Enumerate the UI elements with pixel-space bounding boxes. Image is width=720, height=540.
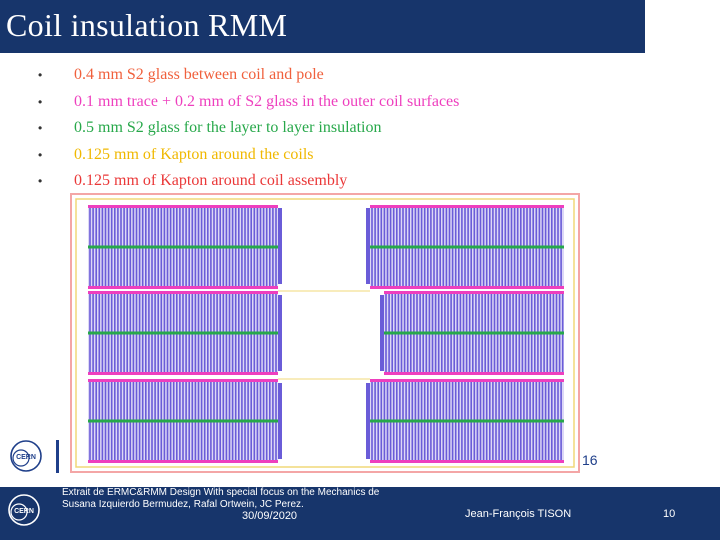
- footer-caption: Extrait de ERMC&RMM Design With special …: [62, 487, 379, 510]
- outer-glass-top: [370, 205, 564, 208]
- bullet-item: • 0.5 mm S2 glass for the layer to layer …: [38, 115, 459, 142]
- cern-logo-footer-icon: CERN: [8, 494, 40, 526]
- bullet-dot-icon: •: [38, 68, 43, 83]
- coil-cross-section-diagram: [70, 193, 580, 473]
- pole-insulation: [278, 295, 282, 371]
- layer-glass: [88, 245, 278, 249]
- bullet-dot-icon: •: [38, 121, 43, 136]
- outer-glass-bottom: [88, 372, 278, 375]
- bullet-item: • 0.1 mm trace + 0.2 mm of S2 glass in th…: [38, 89, 459, 116]
- pole-insulation: [278, 383, 282, 459]
- pole-insulation: [380, 295, 384, 371]
- bullet-text: 0.4 mm S2 glass between coil and pole: [74, 66, 324, 84]
- coil-kapton-outline: [75, 198, 575, 468]
- outer-glass-bottom: [370, 460, 564, 463]
- bullet-item: • 0.125 mm of Kapton around the coils: [38, 142, 459, 169]
- pole-insulation: [366, 383, 370, 459]
- bullet-text: 0.125 mm of Kapton around the coils: [74, 145, 314, 163]
- bullet-text: 0.5 mm S2 glass for the layer to layer i…: [74, 119, 382, 137]
- coil-blocks: [88, 205, 564, 463]
- footer-caption-line: Susana Izquierdo Bermudez, Rafal Ortwein…: [62, 498, 304, 510]
- layer-glass: [370, 245, 564, 249]
- pole-insulation: [278, 208, 282, 284]
- cern-logo-icon: CERN: [10, 440, 42, 472]
- footer-author: Jean-François TISON: [465, 508, 572, 520]
- bullet-dot-icon: •: [38, 94, 43, 109]
- outer-glass-top: [88, 291, 278, 294]
- svg-text:CERN: CERN: [14, 508, 34, 515]
- footer-bar: [0, 487, 720, 540]
- bullet-dot-icon: •: [38, 174, 43, 189]
- outer-glass-top: [88, 205, 278, 208]
- bullet-item: • 0.4 mm S2 glass between coil and pole: [38, 62, 459, 89]
- outer-glass-bottom: [384, 372, 564, 375]
- slide-title: Coil insulation RMM: [6, 7, 288, 43]
- logo-divider: [56, 440, 59, 473]
- outer-glass-top: [88, 379, 278, 382]
- bullet-text: 0.1 mm trace + 0.2 mm of S2 glass in the…: [74, 92, 460, 110]
- layer-glass: [88, 331, 278, 335]
- page-number: 10: [663, 508, 676, 520]
- layer-glass: [88, 419, 278, 423]
- bullet-dot-icon: •: [38, 147, 43, 162]
- layer-glass: [370, 419, 564, 423]
- bullet-text: 0.125 mm of Kapton around coil assembly: [74, 172, 348, 190]
- layer-glass: [384, 331, 564, 335]
- footer-date: 30/09/2020: [242, 510, 298, 522]
- outer-glass-bottom: [370, 286, 564, 289]
- outer-glass-bottom: [88, 460, 278, 463]
- outer-glass-bottom: [88, 286, 278, 289]
- outer-glass-top: [384, 291, 564, 294]
- outer-glass-top: [370, 379, 564, 382]
- footer-caption-line: Extrait de ERMC&RMM Design With special …: [62, 487, 380, 498]
- title-bar: Coil insulation RMM: [0, 0, 645, 53]
- pole-insulation: [366, 208, 370, 284]
- bullet-item: • 0.125 mm of Kapton around coil assembly: [38, 168, 459, 195]
- svg-text:CERN: CERN: [16, 454, 36, 461]
- figure-number-label: 16: [582, 452, 598, 468]
- bullet-list: • 0.4 mm S2 glass between coil and pole •…: [38, 62, 459, 195]
